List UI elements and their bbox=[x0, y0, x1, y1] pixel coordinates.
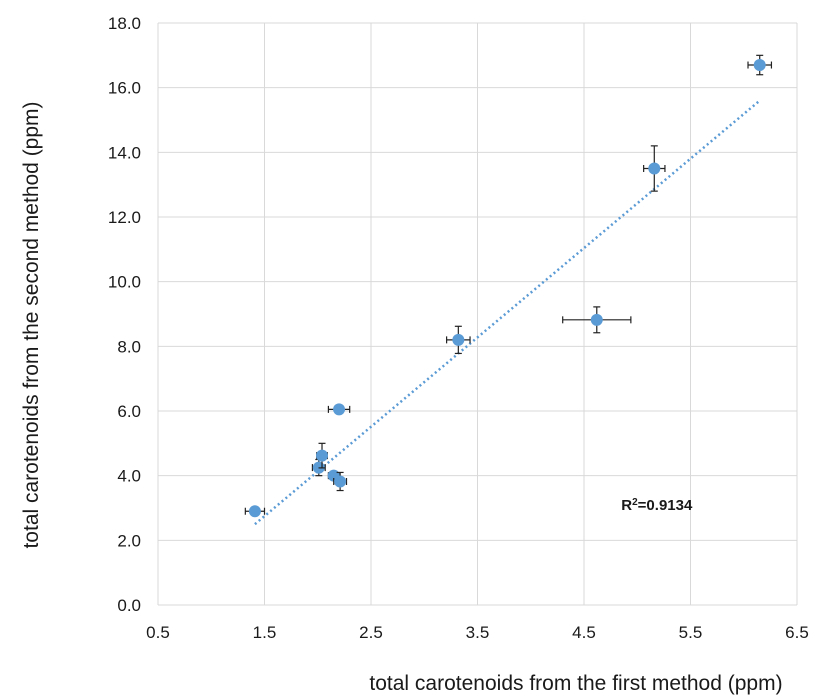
data-point-group bbox=[562, 306, 632, 334]
y-tick-label: 14.0 bbox=[108, 143, 141, 162]
y-axis-label: total carotenoids from the second method… bbox=[20, 101, 43, 548]
data-point bbox=[316, 449, 329, 462]
r-squared-prefix: R bbox=[621, 497, 632, 514]
x-tick-label: 3.5 bbox=[466, 623, 490, 642]
y-tick-label: 18.0 bbox=[108, 14, 141, 33]
y-tick-label: 16.0 bbox=[108, 79, 141, 98]
data-point bbox=[248, 505, 261, 518]
data-point bbox=[333, 403, 346, 416]
x-tick-label: 4.5 bbox=[572, 623, 596, 642]
r-squared-value: =0.9134 bbox=[638, 497, 693, 514]
y-tick-label: 10.0 bbox=[108, 273, 141, 292]
r-squared-annotation: R2=0.9134 bbox=[621, 496, 693, 514]
data-point bbox=[753, 59, 766, 72]
data-point bbox=[334, 475, 347, 488]
data-point bbox=[452, 333, 465, 346]
y-tick-label: 8.0 bbox=[117, 337, 141, 356]
x-tick-label: 1.5 bbox=[253, 623, 277, 642]
x-axis-label: total carotenoids from the first method … bbox=[369, 672, 782, 695]
data-point-group bbox=[333, 471, 348, 492]
data-point-group bbox=[747, 54, 773, 76]
data-point-group bbox=[327, 403, 351, 416]
trendline-layer bbox=[254, 99, 761, 526]
data-point-group bbox=[446, 325, 471, 355]
y-tick-label: 0.0 bbox=[117, 596, 141, 615]
data-point bbox=[590, 313, 603, 326]
data-point-group bbox=[316, 442, 329, 469]
data-point-group bbox=[244, 505, 266, 518]
x-tick-label: 0.5 bbox=[146, 623, 170, 642]
x-tick-label: 6.5 bbox=[785, 623, 809, 642]
y-tick-label: 6.0 bbox=[117, 402, 141, 421]
x-tick-labels: 0.5 1.5 2.5 3.5 4.5 5.5 6.5 bbox=[146, 623, 809, 642]
data-points bbox=[244, 54, 773, 518]
data-point bbox=[648, 162, 661, 175]
x-tick-label: 5.5 bbox=[679, 623, 703, 642]
x-tick-label: 2.5 bbox=[359, 623, 383, 642]
trendline bbox=[254, 99, 761, 526]
y-tick-label: 2.0 bbox=[117, 531, 141, 550]
data-point-group bbox=[643, 145, 666, 192]
y-tick-label: 12.0 bbox=[108, 208, 141, 227]
grid-lines bbox=[157, 22, 798, 606]
y-tick-label: 4.0 bbox=[117, 467, 141, 486]
y-tick-labels: 0.0 2.0 4.0 6.0 8.0 10.0 12.0 14.0 16.0 18.0 bbox=[108, 14, 141, 615]
r-squared-superscript: 2 bbox=[632, 496, 638, 507]
